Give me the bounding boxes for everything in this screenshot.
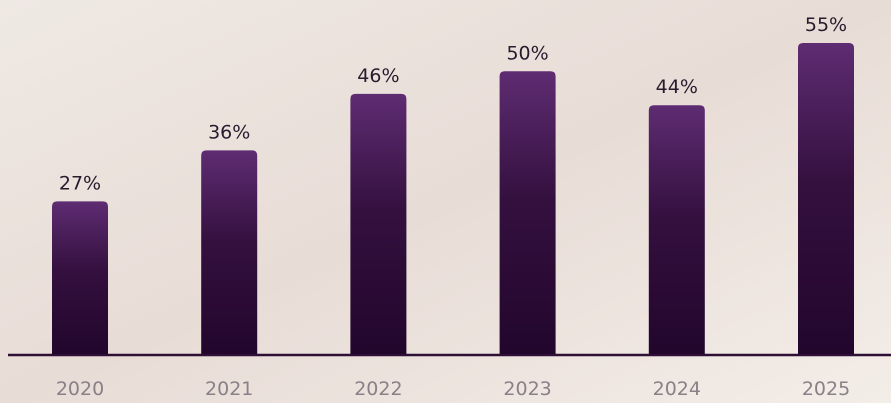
value-label: 36% bbox=[208, 121, 250, 143]
value-label: 44% bbox=[656, 76, 698, 98]
bar bbox=[798, 43, 854, 354]
value-label: 55% bbox=[805, 14, 847, 36]
bar bbox=[499, 71, 556, 354]
x-tick-label: 2020 bbox=[56, 378, 104, 400]
value-label: 46% bbox=[357, 65, 399, 87]
x-tick-label: 2024 bbox=[653, 378, 701, 400]
value-label: 27% bbox=[59, 172, 101, 194]
bar bbox=[350, 93, 407, 355]
x-tick-label: 2022 bbox=[354, 378, 402, 400]
bar bbox=[648, 105, 705, 354]
x-tick-label: 2021 bbox=[205, 378, 253, 400]
value-label: 50% bbox=[506, 42, 548, 64]
x-tick-label: 2025 bbox=[802, 378, 850, 400]
x-tick-label: 2023 bbox=[503, 378, 551, 400]
bar bbox=[52, 201, 108, 354]
bar bbox=[201, 150, 258, 354]
